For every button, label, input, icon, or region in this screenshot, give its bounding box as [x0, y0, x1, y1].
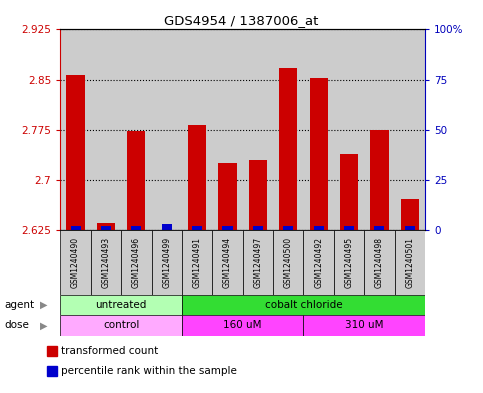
Text: GSM1240496: GSM1240496: [132, 237, 141, 288]
Bar: [405, 226, 415, 230]
Bar: [364, 230, 395, 295]
Bar: [162, 224, 172, 230]
Bar: [127, 131, 145, 230]
Text: GSM1240495: GSM1240495: [344, 237, 354, 288]
Bar: [253, 226, 263, 230]
Text: GSM1240499: GSM1240499: [162, 237, 171, 288]
Bar: [47, 346, 57, 356]
Text: cobalt chloride: cobalt chloride: [265, 300, 342, 310]
Text: GSM1240494: GSM1240494: [223, 237, 232, 288]
Bar: [192, 226, 202, 230]
Bar: [395, 29, 425, 230]
Text: GSM1240493: GSM1240493: [101, 237, 111, 288]
Text: transformed count: transformed count: [61, 346, 158, 356]
Bar: [249, 160, 267, 230]
Text: dose: dose: [5, 320, 30, 331]
Text: 310 uM: 310 uM: [345, 320, 384, 331]
Bar: [303, 315, 425, 336]
Bar: [152, 230, 182, 295]
Text: GSM1240490: GSM1240490: [71, 237, 80, 288]
Bar: [310, 78, 328, 230]
Bar: [60, 295, 182, 315]
Bar: [340, 154, 358, 230]
Bar: [97, 223, 115, 230]
Bar: [370, 130, 389, 230]
Bar: [188, 125, 206, 230]
Text: ▶: ▶: [40, 300, 47, 310]
Bar: [91, 29, 121, 230]
Bar: [303, 230, 334, 295]
Bar: [223, 226, 232, 230]
Bar: [334, 230, 364, 295]
Bar: [47, 366, 57, 376]
Bar: [182, 230, 213, 295]
Bar: [344, 226, 354, 230]
Text: control: control: [103, 320, 139, 331]
Bar: [395, 230, 425, 295]
Bar: [243, 230, 273, 295]
Bar: [401, 198, 419, 230]
Bar: [374, 226, 384, 230]
Text: GSM1240492: GSM1240492: [314, 237, 323, 288]
Bar: [121, 230, 152, 295]
Text: GSM1240501: GSM1240501: [405, 237, 414, 288]
Text: GSM1240500: GSM1240500: [284, 237, 293, 288]
Bar: [67, 75, 85, 230]
Bar: [279, 68, 298, 230]
Bar: [303, 29, 334, 230]
Bar: [364, 29, 395, 230]
Text: GSM1240497: GSM1240497: [254, 237, 262, 288]
Text: untreated: untreated: [96, 300, 147, 310]
Bar: [213, 29, 243, 230]
Text: ▶: ▶: [40, 320, 47, 331]
Bar: [273, 230, 303, 295]
Bar: [273, 29, 303, 230]
Text: GDS4954 / 1387006_at: GDS4954 / 1387006_at: [164, 14, 319, 27]
Bar: [334, 29, 364, 230]
Bar: [218, 163, 237, 230]
Bar: [182, 315, 303, 336]
Bar: [243, 29, 273, 230]
Text: GSM1240491: GSM1240491: [193, 237, 201, 288]
Bar: [60, 315, 182, 336]
Bar: [182, 295, 425, 315]
Bar: [60, 29, 91, 230]
Text: percentile rank within the sample: percentile rank within the sample: [61, 366, 237, 376]
Bar: [121, 29, 152, 230]
Bar: [91, 230, 121, 295]
Bar: [60, 230, 91, 295]
Bar: [131, 226, 142, 230]
Bar: [182, 29, 213, 230]
Bar: [313, 226, 324, 230]
Text: 160 uM: 160 uM: [224, 320, 262, 331]
Bar: [213, 230, 243, 295]
Bar: [283, 226, 293, 230]
Bar: [152, 29, 182, 230]
Bar: [71, 226, 81, 230]
Text: GSM1240498: GSM1240498: [375, 237, 384, 288]
Bar: [101, 226, 111, 230]
Text: agent: agent: [5, 300, 35, 310]
